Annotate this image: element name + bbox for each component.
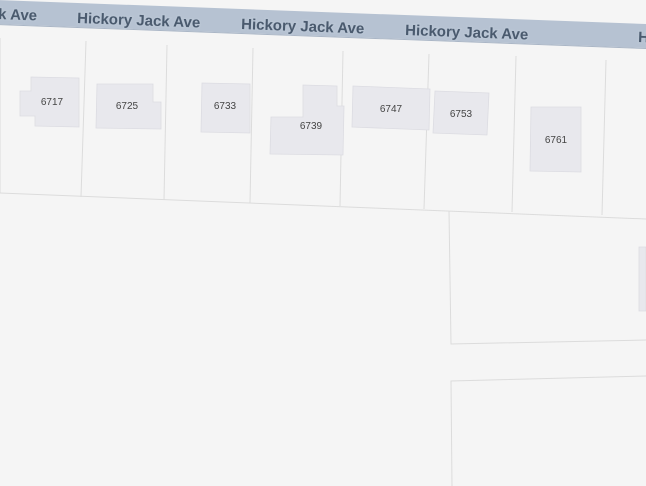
house-number: 6717 bbox=[41, 97, 64, 108]
building-footprint bbox=[638, 246, 646, 312]
rear-lot-line bbox=[0, 192, 646, 220]
building-6753[interactable]: 6753 bbox=[432, 90, 490, 136]
building-partial[interactable] bbox=[638, 246, 646, 312]
building-6733[interactable]: 6733 bbox=[200, 82, 251, 134]
house-number: 6761 bbox=[545, 135, 568, 146]
building-6761[interactable]: 6761 bbox=[529, 106, 582, 173]
street-label: Hickory Jack Ave bbox=[77, 10, 201, 32]
road-edge bbox=[0, 24, 646, 49]
building-6725[interactable]: 6725 bbox=[95, 83, 162, 130]
building-footprint bbox=[200, 82, 251, 134]
building-footprint bbox=[351, 85, 431, 131]
lot-divider bbox=[163, 44, 168, 201]
road-surface bbox=[0, 0, 646, 48]
street-label: k Ave bbox=[0, 6, 37, 24]
street-label: Hickory Jack Ave bbox=[241, 16, 365, 38]
building-6747[interactable]: 6747 bbox=[351, 85, 431, 131]
house-number: 6739 bbox=[300, 121, 323, 132]
house-number: 6753 bbox=[450, 109, 473, 120]
building-6739[interactable]: 6739 bbox=[269, 84, 345, 156]
lot-divider bbox=[249, 47, 254, 204]
lot-divider bbox=[423, 53, 430, 210]
building-footprint bbox=[432, 90, 490, 136]
building-footprint bbox=[269, 84, 345, 156]
parcel-boundary bbox=[450, 375, 646, 486]
building-footprint bbox=[529, 106, 582, 173]
street-label: H bbox=[638, 29, 646, 46]
house-number: 6733 bbox=[214, 101, 237, 112]
lot-divider bbox=[601, 59, 607, 216]
house-number: 6747 bbox=[380, 104, 403, 115]
lot-divider bbox=[511, 55, 517, 213]
road-hickory-jack-ave[interactable]: k Ave Hickory Jack Ave Hickory Jack Ave … bbox=[0, 0, 646, 49]
lot-divider bbox=[80, 40, 87, 198]
building-footprint bbox=[95, 83, 162, 130]
house-number: 6725 bbox=[116, 101, 139, 112]
parcel-boundary bbox=[448, 210, 646, 345]
building-footprint bbox=[19, 76, 80, 128]
building-6717[interactable]: 6717 bbox=[19, 76, 80, 128]
